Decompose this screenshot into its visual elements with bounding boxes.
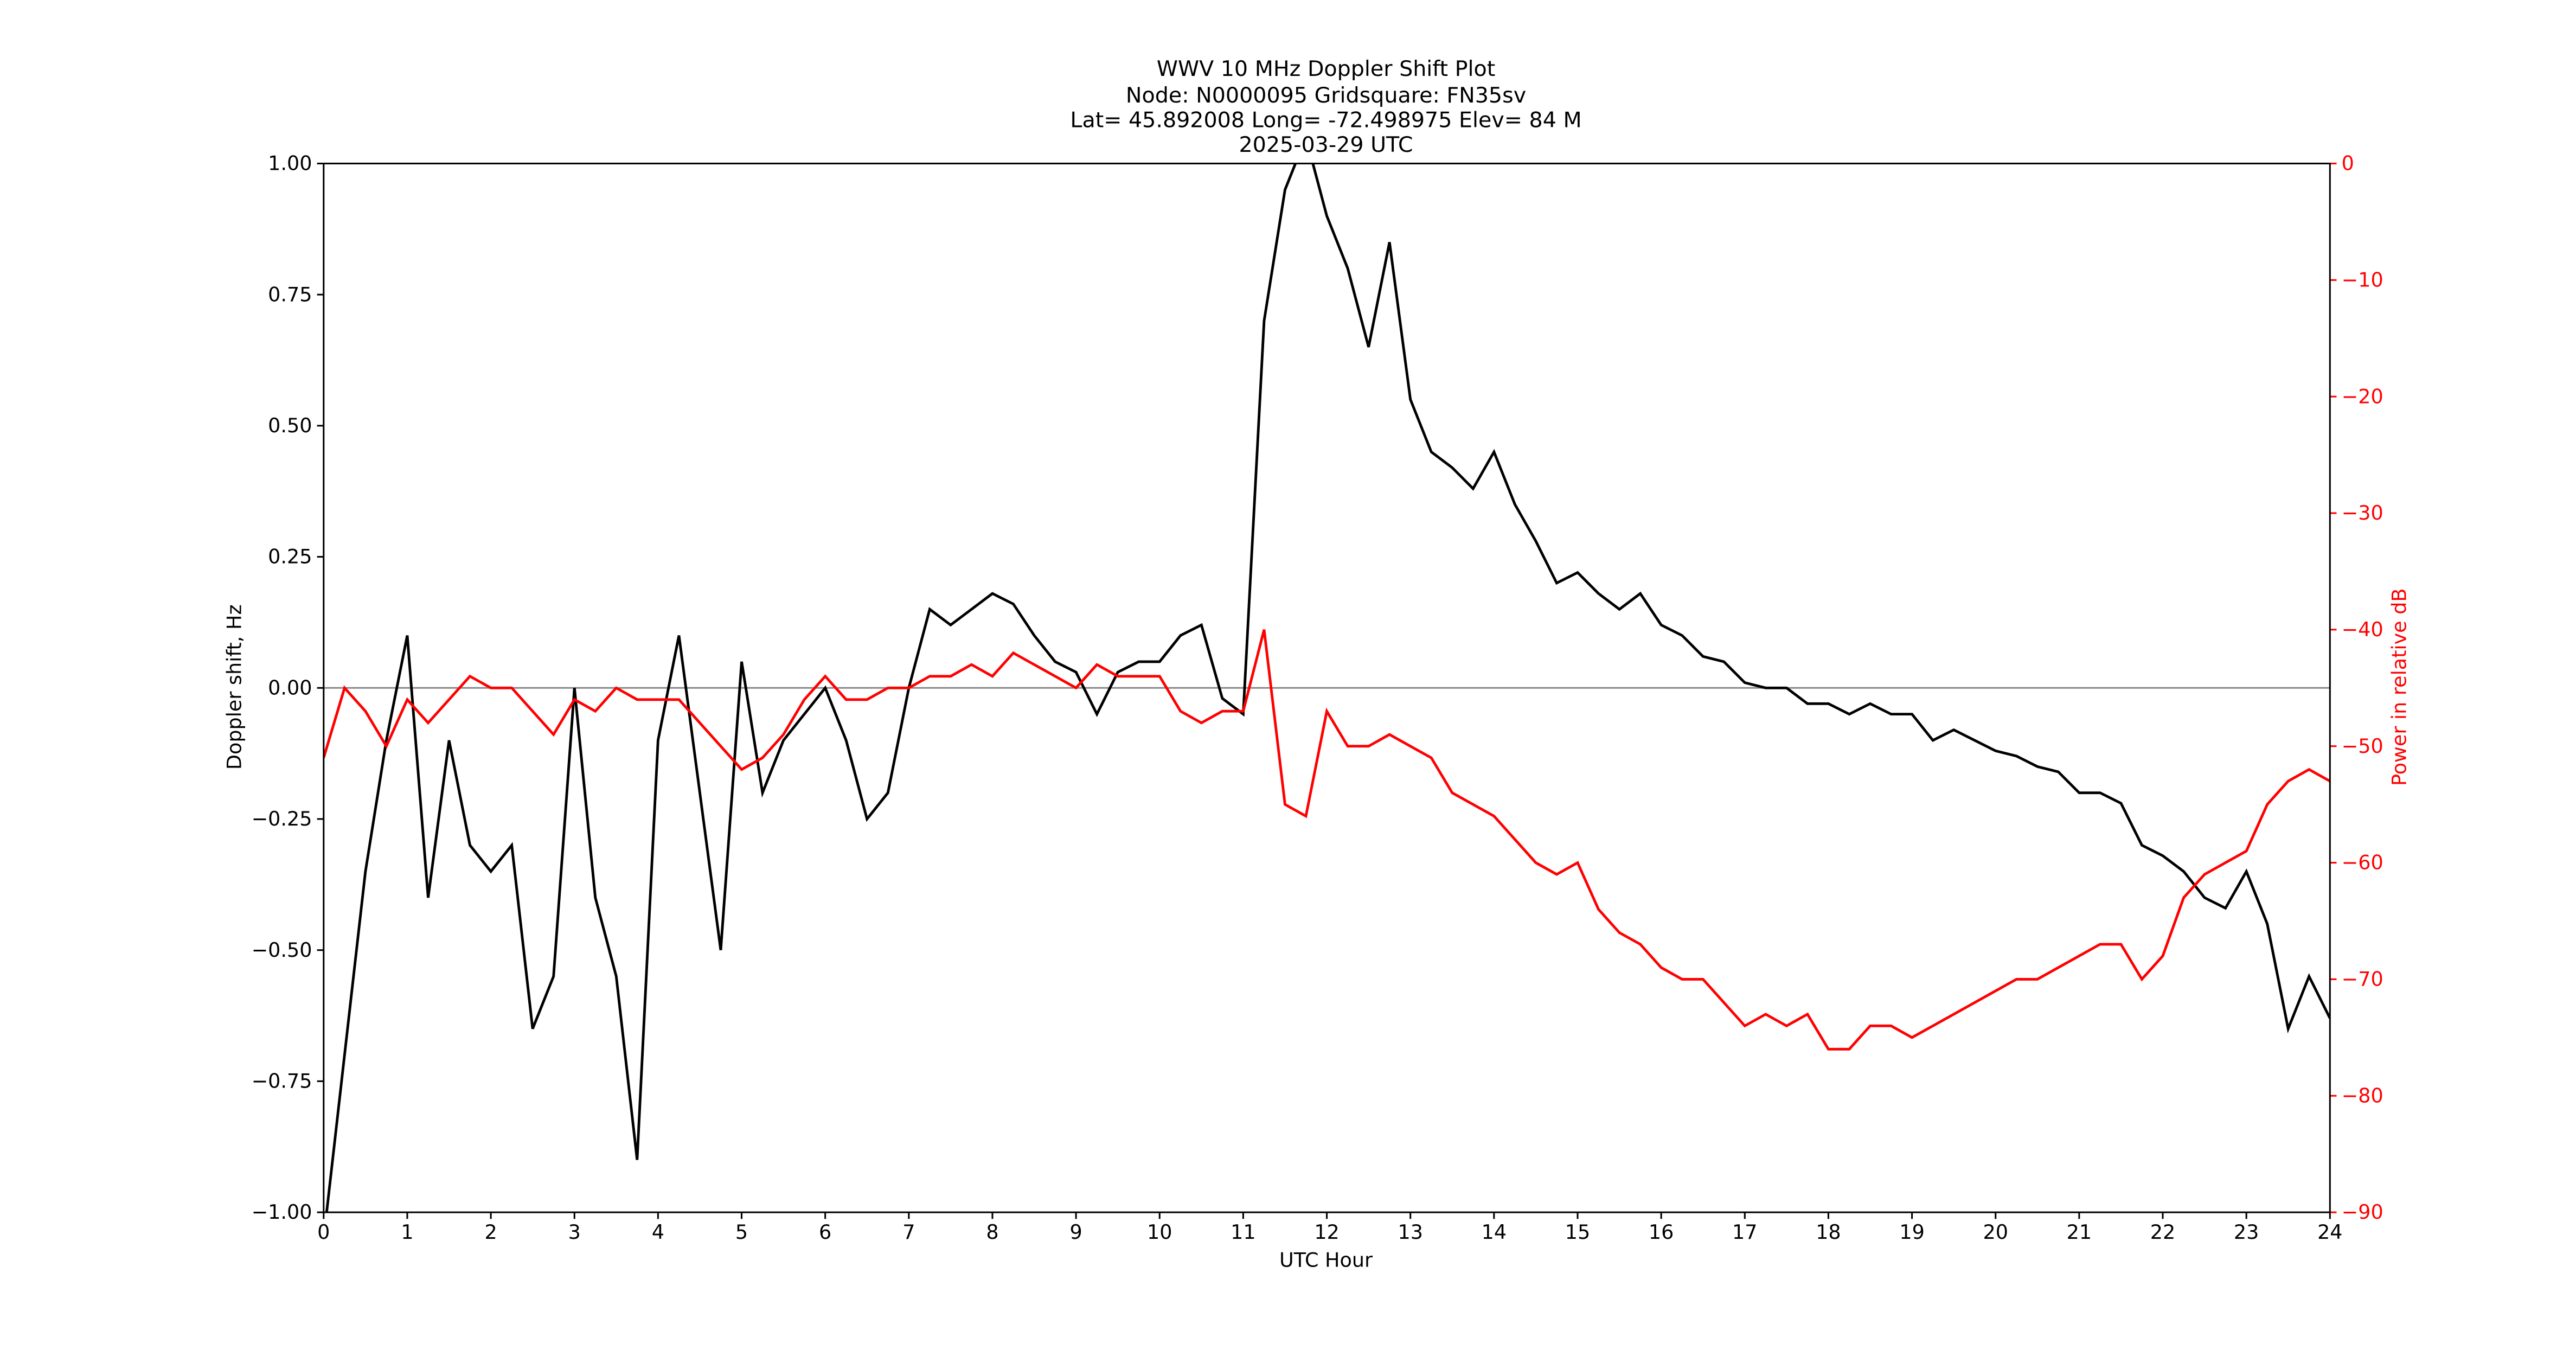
y2-axis-label: Power in relative dB: [2387, 588, 2411, 785]
x-tick-label: 5: [735, 1220, 748, 1244]
x-tick-label: 6: [819, 1220, 831, 1244]
data-line: [323, 629, 2330, 1051]
y-axis-label: Doppler shift, Hz: [223, 604, 246, 770]
x-tick-label: 7: [902, 1220, 915, 1244]
x-tick-label: 19: [1899, 1220, 1924, 1244]
y2-tick-label: −60: [2342, 851, 2383, 874]
y-tick-label: 0.00: [268, 676, 312, 699]
y2-tick-label: −90: [2342, 1200, 2383, 1224]
x-tick-label: 9: [1069, 1220, 1082, 1244]
x-tick-label: 12: [1314, 1220, 1339, 1244]
x-tick-label: 15: [1565, 1220, 1590, 1244]
y-tick-label: 1.00: [268, 152, 312, 175]
x-tick-label: 8: [986, 1220, 998, 1244]
y2-tick-label: −80: [2342, 1084, 2383, 1107]
x-tick-label: 20: [1983, 1220, 2008, 1244]
x-tick-label: 0: [317, 1220, 330, 1244]
x-tick-label: 4: [652, 1220, 664, 1244]
y2-tick-label: −50: [2342, 734, 2383, 758]
y-tick-label: −0.50: [252, 938, 312, 962]
y-tick-label: −1.00: [252, 1200, 312, 1224]
y-tick-label: 0.25: [268, 545, 312, 568]
x-tick-label: 21: [2067, 1220, 2092, 1244]
y2-tick-label: −30: [2342, 501, 2383, 525]
y-tick-label: −0.25: [252, 807, 312, 830]
y2-tick-label: 0: [2342, 152, 2354, 175]
x-axis-label: UTC Hour: [1279, 1249, 1373, 1272]
x-tick-label: 22: [2150, 1220, 2175, 1244]
x-tick-label: 16: [1649, 1220, 1674, 1244]
y2-tick-label: −10: [2342, 268, 2383, 291]
x-tick-label: 11: [1231, 1220, 1255, 1244]
x-tick-label: 23: [2234, 1220, 2259, 1244]
y2-tick-label: −20: [2342, 385, 2383, 408]
subtitle: 2025-03-29 UTC: [1239, 132, 1413, 157]
plot-frame: [323, 162, 2331, 1213]
subtitle: Node: N0000095 Gridsquare: FN35sv: [1126, 83, 1526, 108]
x-tick-label: 17: [1732, 1220, 1757, 1244]
y-tick-label: 0.50: [268, 414, 312, 437]
x-tick-label: 10: [1147, 1220, 1172, 1244]
y2-tick-label: −70: [2342, 968, 2383, 991]
y2-tick-label: −40: [2342, 618, 2383, 641]
x-tick-label: 13: [1398, 1220, 1422, 1244]
x-tick-label: 1: [401, 1220, 413, 1244]
x-tick-label: 3: [568, 1220, 581, 1244]
chart-title: WWV 10 MHz Doppler Shift Plot: [1157, 56, 1495, 81]
x-tick-label: 18: [1816, 1220, 1841, 1244]
y-tick-label: −0.75: [252, 1070, 312, 1093]
subtitle: Lat= 45.892008 Long= -72.498975 Elev= 84…: [1070, 107, 1581, 132]
y-tick-label: 0.75: [268, 283, 312, 306]
x-tick-label: 14: [1482, 1220, 1507, 1244]
x-tick-label: 24: [2317, 1220, 2342, 1244]
x-tick-label: 2: [484, 1220, 497, 1244]
data-line: [325, 163, 2330, 1213]
